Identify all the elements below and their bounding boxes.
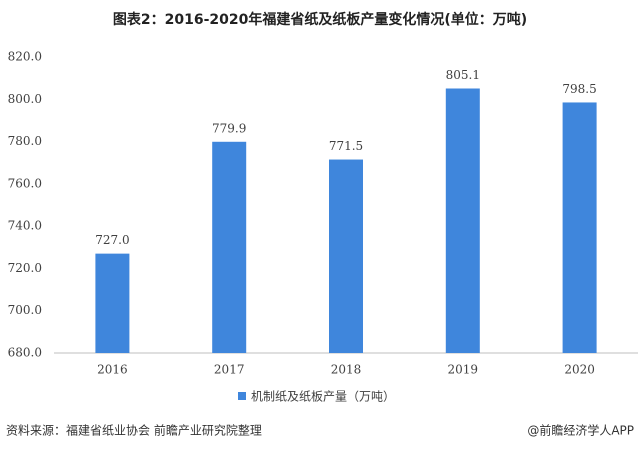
- y-tick-label: 700.0: [8, 303, 42, 317]
- y-tick-label: 820.0: [8, 50, 42, 64]
- y-tick-label: 740.0: [8, 219, 42, 233]
- legend-label: 机制纸及纸板产量（万吨）: [251, 390, 395, 404]
- bar: [445, 88, 480, 353]
- bar: [95, 253, 130, 353]
- bar: [329, 159, 363, 353]
- x-tick-label: 2020: [564, 363, 595, 377]
- source-note: 资料来源：福建省纸业协会 前瞻产业研究院整理: [6, 423, 262, 438]
- x-tick-label: 2016: [97, 363, 128, 377]
- chart-title: 图表2：2016-2020年福建省纸及纸板产量变化情况(单位：万吨): [113, 11, 527, 28]
- x-tick-label: 2017: [214, 363, 245, 377]
- bar: [212, 141, 247, 353]
- x-tick-label: 2018: [331, 363, 362, 377]
- bar: [562, 102, 597, 353]
- y-tick-label: 760.0: [8, 176, 42, 190]
- value-label: 727.0: [95, 233, 129, 247]
- y-tick-label: 800.0: [8, 92, 42, 106]
- y-tick-label: 720.0: [8, 261, 42, 275]
- x-tick-label: 2019: [448, 363, 479, 377]
- value-label: 771.5: [329, 139, 363, 153]
- value-label: 779.9: [212, 121, 246, 135]
- watermark: @前瞻经济学人APP: [527, 423, 634, 438]
- value-label: 798.5: [562, 82, 596, 96]
- legend-swatch: [238, 392, 246, 400]
- value-label: 805.1: [446, 68, 480, 82]
- y-tick-label: 680.0: [8, 346, 42, 360]
- y-tick-label: 780.0: [8, 134, 42, 148]
